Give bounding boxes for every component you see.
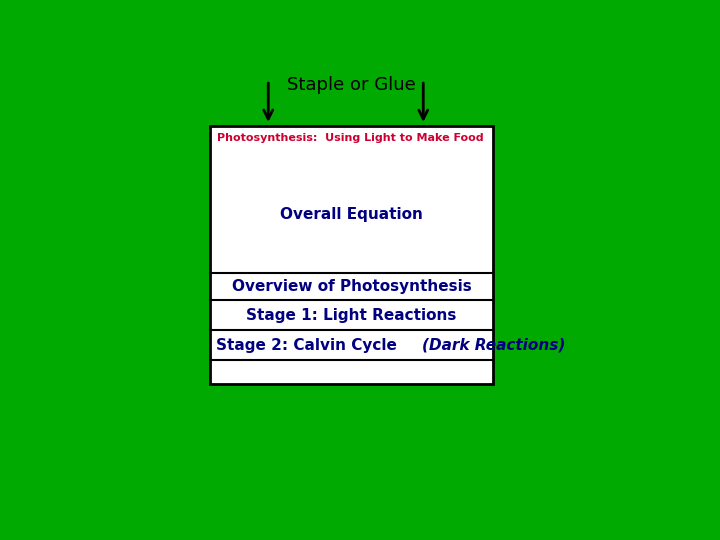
Text: (Dark Reactions): (Dark Reactions) xyxy=(422,338,565,353)
Text: Overall Equation: Overall Equation xyxy=(280,207,423,222)
Text: Stage 1: Light Reactions: Stage 1: Light Reactions xyxy=(246,308,456,322)
Text: Overview of Photosynthesis: Overview of Photosynthesis xyxy=(232,279,472,294)
Text: Stage 2: Calvin Cycle: Stage 2: Calvin Cycle xyxy=(216,338,402,353)
Bar xyxy=(210,126,493,384)
Text: Staple or Glue: Staple or Glue xyxy=(287,76,416,94)
Text: Photosynthesis:  Using Light to Make Food: Photosynthesis: Using Light to Make Food xyxy=(217,132,483,143)
